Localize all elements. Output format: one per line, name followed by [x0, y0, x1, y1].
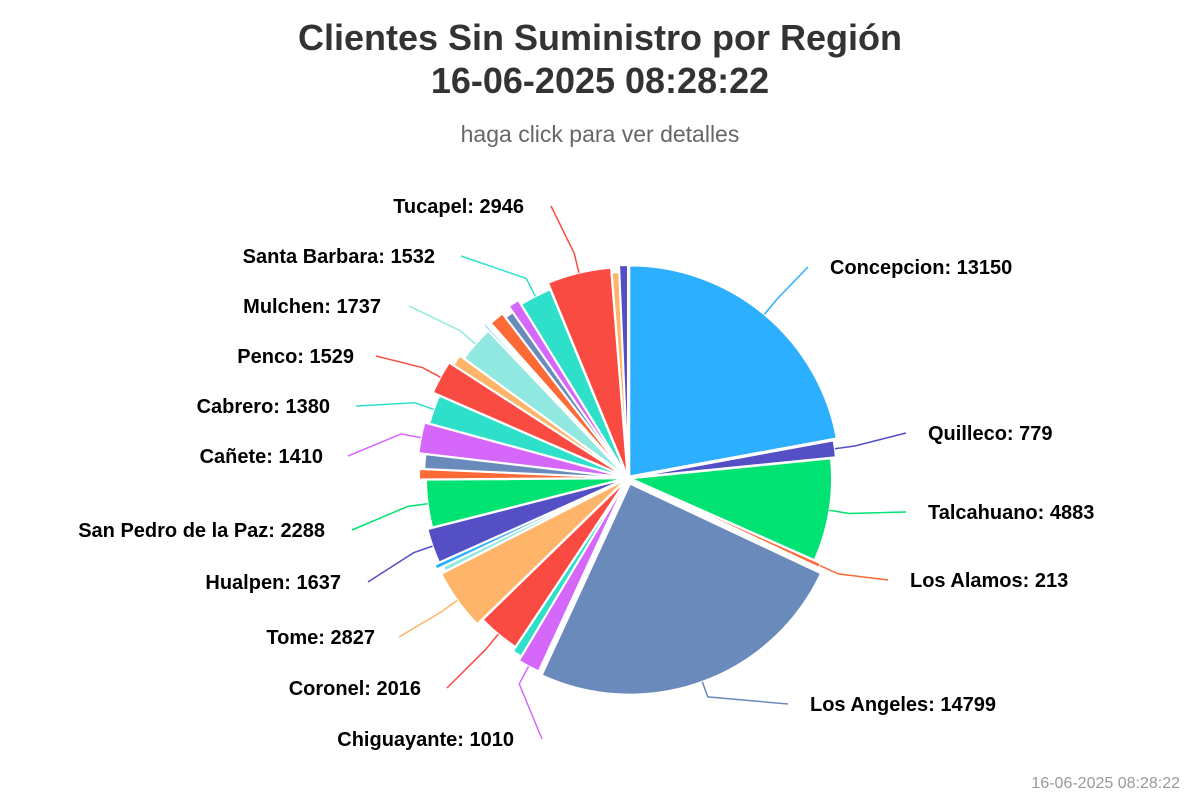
data-label: Santa Barbara: 1532: [243, 246, 435, 268]
pie-slice-tucapel[interactable]: [546, 266, 629, 478]
connector-line: [408, 305, 476, 345]
pie-slice-18[interactable]: [452, 354, 628, 478]
pie-slice-hualpen[interactable]: [426, 477, 628, 564]
data-label: Talcahuano: 4883: [928, 502, 1094, 524]
data-label: Hualpen: 1637: [205, 572, 341, 594]
connector-line: [355, 401, 435, 411]
data-label: Los Alamos: 213: [910, 570, 1068, 592]
data-label: Mulchen: 1737: [243, 296, 381, 318]
connector-line: [518, 666, 543, 740]
connector-line: [829, 509, 907, 515]
connector-line: [351, 503, 428, 531]
connector-line: [763, 266, 809, 315]
data-label: Cañete: 1410: [200, 446, 323, 468]
data-label: Coronel: 2016: [289, 678, 421, 700]
data-label: Tucapel: 2946: [393, 196, 524, 218]
pie-slice-concepcion[interactable]: [628, 264, 838, 478]
footer-timestamp: 16-06-2025 08:28:22: [1031, 775, 1180, 792]
connector-line: [460, 255, 537, 297]
connector-line: [367, 545, 433, 583]
connector-line: [701, 681, 789, 705]
connector-line: [819, 564, 889, 581]
pie-slice-talcahuano[interactable]: [628, 457, 833, 562]
connector-line: [398, 599, 458, 638]
connector-line: [834, 432, 907, 450]
pie-slice-tome[interactable]: [440, 478, 628, 626]
data-label: Chiguayante: 1010: [337, 729, 514, 751]
connector-line: [375, 355, 441, 378]
data-label: Tome: 2827: [266, 627, 375, 649]
connector-line: [347, 433, 422, 457]
chart-subtitle: haga click para ver detalles: [460, 121, 740, 147]
chart-title: Clientes Sin Suministro por Región: [297, 17, 903, 58]
chart-title-timestamp: 16-06-2025 08:28:22: [430, 60, 770, 101]
data-label: Quilleco: 779: [928, 423, 1053, 445]
data-label: Penco: 1529: [237, 346, 354, 368]
data-label: Cabrero: 1380: [197, 396, 330, 418]
data-label: Los Angeles: 14799: [810, 694, 996, 716]
data-label: Concepcion: 13150: [830, 257, 1012, 279]
connector-line: [550, 205, 580, 273]
connector-line: [446, 633, 499, 689]
pie-slice-23[interactable]: [489, 312, 628, 478]
data-label: San Pedro de la Paz: 2288: [78, 520, 325, 542]
pie-slice-10[interactable]: [433, 477, 628, 571]
pie-slice-25[interactable]: [507, 299, 628, 478]
pie-slice-29[interactable]: [618, 264, 629, 477]
